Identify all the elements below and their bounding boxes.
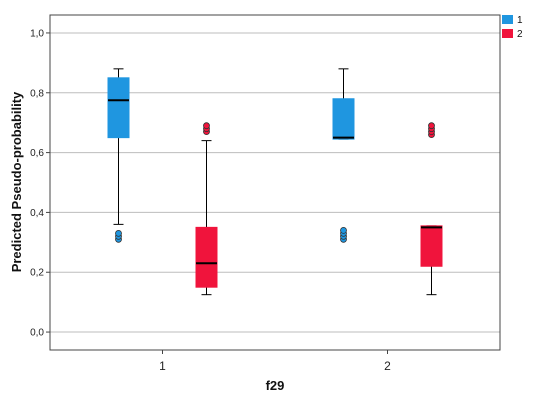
box-series-2-cat-1 — [195, 122, 218, 296]
legend-swatch-2 — [502, 29, 513, 38]
y-tick-label: 0,4 — [30, 208, 44, 219]
outlier-point — [428, 122, 435, 130]
y-axis-ticks: 0,0 0,2 0,4 0,6 0,8 1,0 — [30, 28, 50, 339]
box-iqr — [332, 98, 355, 140]
y-tick-label: 1,0 — [30, 28, 44, 39]
outlier-point — [203, 122, 210, 130]
outlier-point — [115, 229, 122, 237]
x-tick-label: 1 — [159, 359, 166, 373]
box-iqr — [420, 225, 443, 267]
legend-swatch-1 — [502, 15, 513, 24]
y-tick-label: 0,6 — [30, 148, 44, 159]
box-iqr — [195, 226, 218, 288]
x-axis-title: f29 — [266, 378, 285, 393]
y-axis-title: Predicted Pseudo-probability — [9, 91, 24, 272]
box-series-2-cat-2 — [420, 122, 443, 296]
y-tick-label: 0,2 — [30, 268, 44, 279]
legend-label-2: 2 — [517, 29, 523, 40]
box-iqr — [107, 77, 130, 139]
x-tick-label: 2 — [384, 359, 391, 373]
legend-label-1: 1 — [517, 15, 523, 26]
legend: 1 2 — [502, 15, 523, 40]
box-series-1-cat-2 — [332, 68, 355, 243]
boxes — [107, 68, 443, 296]
plot-area-frame — [49, 14, 501, 351]
y-tick-label: 0,8 — [30, 88, 44, 99]
y-tick-label: 0,0 — [30, 328, 44, 339]
box-series-1-cat-1 — [107, 68, 130, 243]
outlier-point — [340, 226, 347, 234]
